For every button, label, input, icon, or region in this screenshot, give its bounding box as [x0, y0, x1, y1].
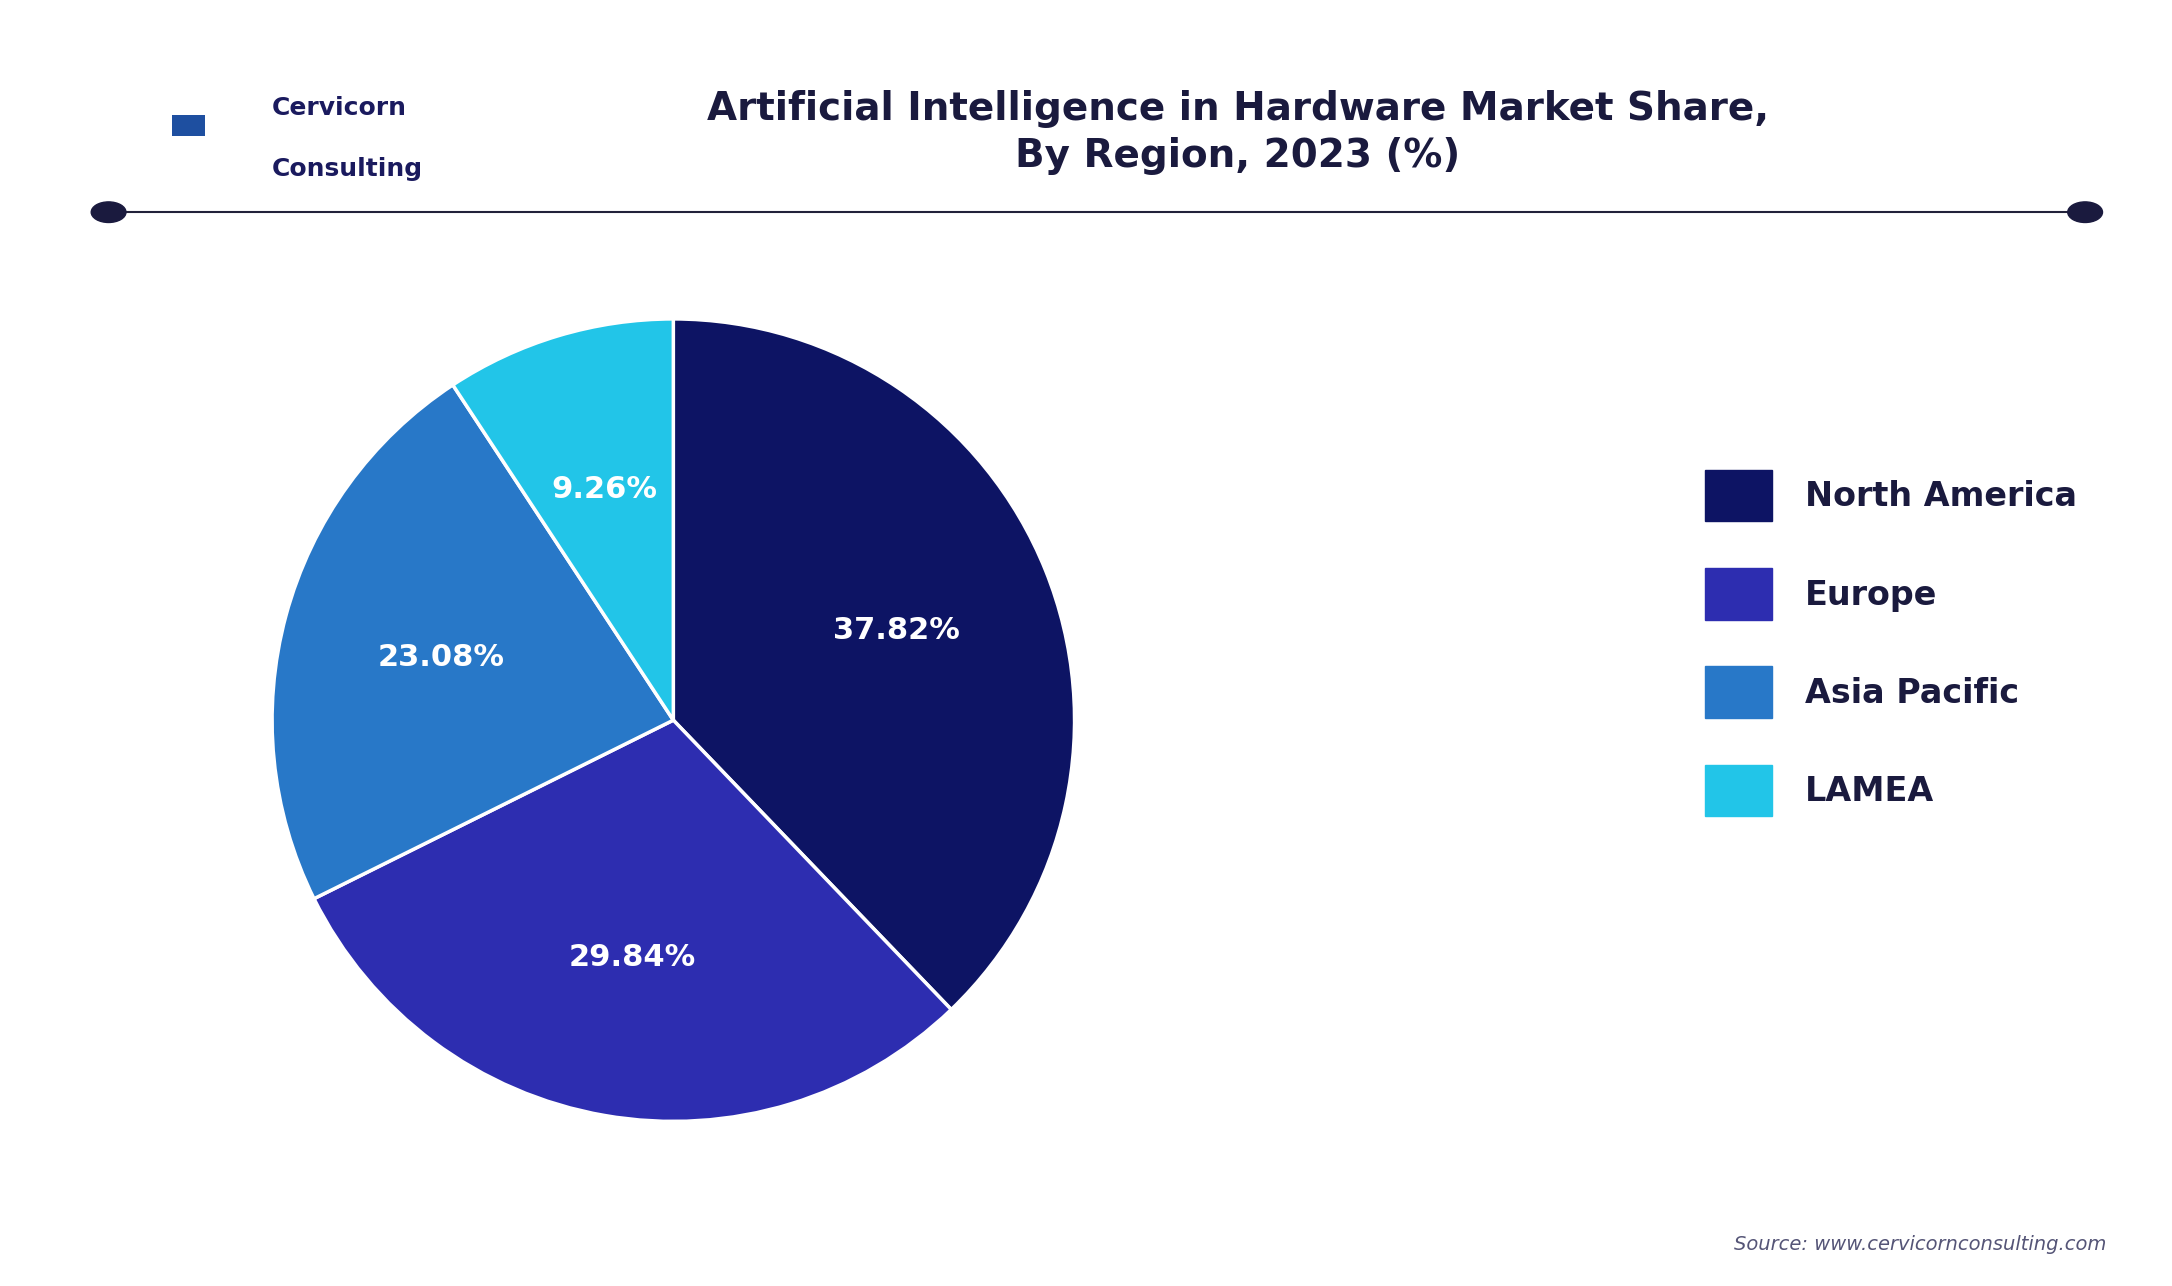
Text: Source: www.cervicornconsulting.com: Source: www.cervicornconsulting.com: [1735, 1235, 2107, 1254]
Text: 29.84%: 29.84%: [569, 943, 695, 972]
Text: Consulting: Consulting: [272, 157, 424, 181]
Text: 37.82%: 37.82%: [834, 616, 960, 644]
Text: Cervicorn: Cervicorn: [272, 96, 406, 121]
Legend: North America, Europe, Asia Pacific, LAMEA: North America, Europe, Asia Pacific, LAM…: [1692, 457, 2089, 829]
FancyBboxPatch shape: [172, 116, 206, 136]
Wedge shape: [315, 720, 951, 1121]
FancyBboxPatch shape: [172, 82, 206, 109]
Wedge shape: [452, 319, 673, 720]
Wedge shape: [272, 385, 673, 899]
Text: 23.08%: 23.08%: [378, 643, 504, 671]
Wedge shape: [673, 319, 1075, 1010]
Text: 9.26%: 9.26%: [552, 475, 658, 504]
Text: Artificial Intelligence in Hardware Market Share,
By Region, 2023 (%): Artificial Intelligence in Hardware Mark…: [706, 90, 1770, 175]
